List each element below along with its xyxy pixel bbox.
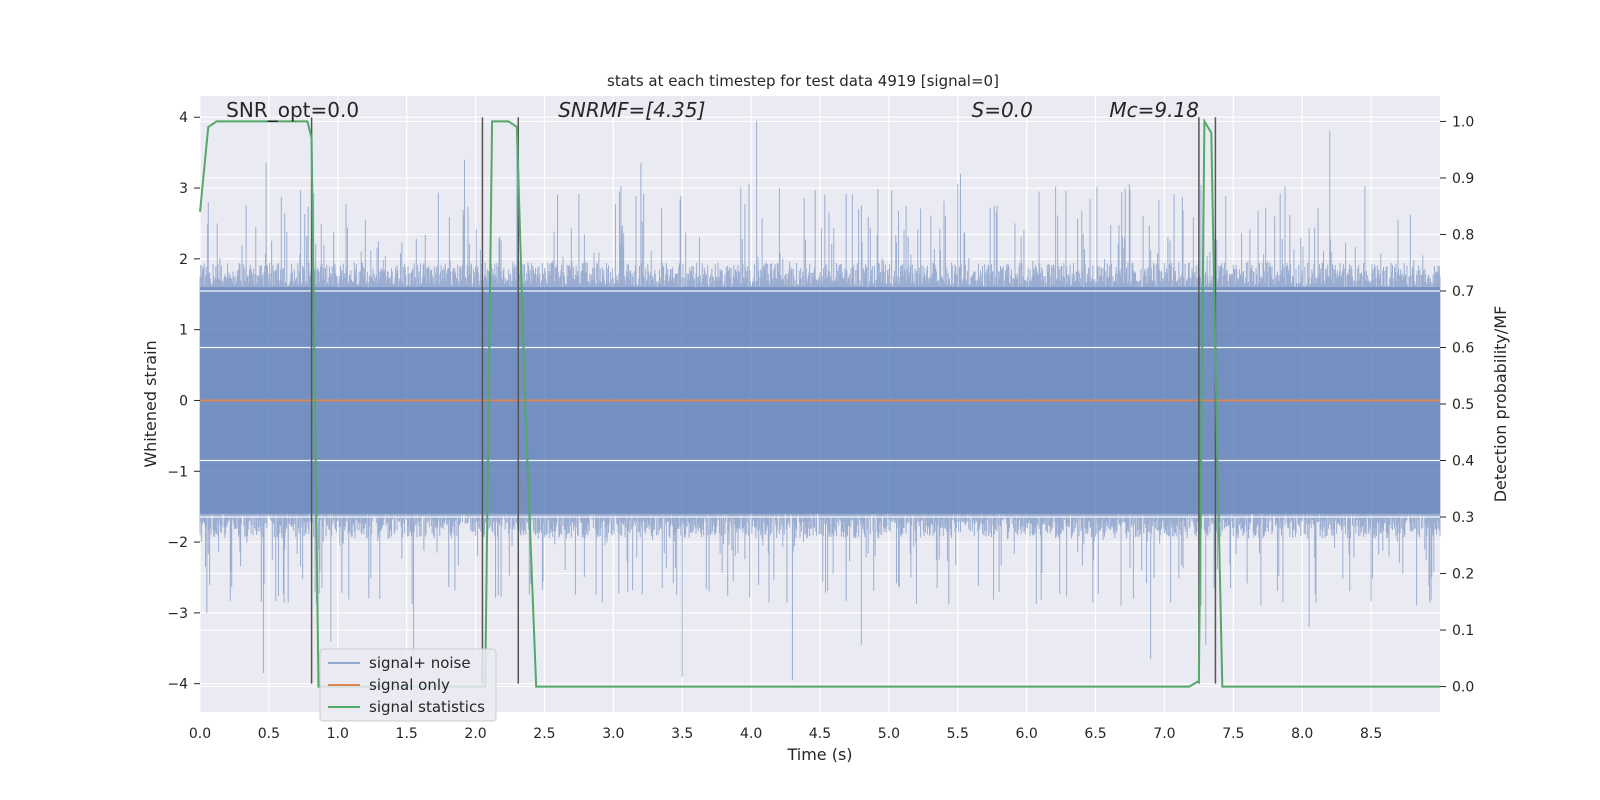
y2-tick-label: 0.5	[1452, 397, 1474, 413]
x-tick-label: 5.0	[878, 726, 900, 742]
y-tick-label: 0	[179, 393, 188, 409]
annotation-s-value: S=0.0	[972, 98, 1033, 122]
y2-tick-label: 0.6	[1452, 340, 1474, 356]
annotation-mc-value: Mc=9.18	[1109, 98, 1199, 122]
x-tick-label: 7.0	[1153, 726, 1175, 742]
y2-axis-label: Detection probability/MF	[1491, 306, 1510, 503]
legend-box	[319, 648, 497, 722]
y-tick-label: 4	[179, 110, 188, 126]
y2-tick-labels: 0.0 0.1 0.2 0.3 0.4 0.5 0.6 0.7 0.8 0.9 1.0	[1440, 114, 1474, 696]
y2-tick-label: 0.2	[1452, 567, 1474, 583]
y-tick-label: −4	[167, 677, 188, 693]
x-tick-label: 4.5	[809, 726, 831, 742]
x-tick-label: 2.5	[533, 726, 555, 742]
y-tick-label: 1	[179, 323, 188, 339]
x-tick-label: 8.5	[1360, 726, 1382, 742]
y-tick-label: 2	[179, 252, 188, 268]
legend-label-signal-noise: signal+ noise	[369, 654, 471, 672]
x-tick-label: 2.0	[464, 726, 486, 742]
legend-label-signal-only: signal only	[369, 676, 450, 694]
x-tick-label: 6.5	[1084, 726, 1106, 742]
y-tick-label: −2	[167, 535, 188, 551]
signal-statistics-line	[199, 117, 1440, 688]
y2-tick-label: 0.4	[1452, 454, 1474, 470]
y2-tick-label: 0.1	[1452, 623, 1474, 639]
x-tick-label: 8.0	[1291, 726, 1313, 742]
x-tick-label: 0.5	[258, 726, 280, 742]
x-tick-label: 3.0	[602, 726, 624, 742]
x-tick-label: 3.5	[671, 726, 693, 742]
y-tick-label: −1	[167, 464, 188, 480]
legend: signal+ noise signal only signal statist…	[319, 648, 497, 722]
x-tick-label: 1.5	[396, 726, 418, 742]
y2-tick-label: 1.0	[1452, 114, 1474, 130]
x-tick-label: 1.0	[327, 726, 349, 742]
y2-tick-label: 0.0	[1452, 680, 1474, 696]
x-tick-labels: 0.0 0.5 1.0 1.5 2.0 2.5 3.0 3.5 4.0 4.5 5.0 5.5 6.0 6…	[189, 726, 1382, 742]
x-tick-label: 6.0	[1016, 726, 1038, 742]
signal-statistics-series	[199, 117, 1440, 688]
y-tick-label: −3	[167, 606, 188, 622]
x-axis-label: Time (s)	[786, 745, 852, 764]
annotation-snr-mf: SNRMF=[4.35]	[558, 98, 705, 122]
chart-title: stats at each timestep for test data 491…	[607, 72, 999, 90]
x-tick-label: 7.5	[1222, 726, 1244, 742]
y-axis-label: Whitened strain	[141, 340, 160, 467]
y-tick-labels: −4 −3 −2 −1 0 1 2 3 4	[167, 110, 200, 693]
legend-label-signal-statistics: signal statistics	[369, 698, 485, 716]
y2-tick-label: 0.9	[1452, 171, 1474, 187]
x-tick-label: 0.0	[189, 726, 211, 742]
y2-tick-label: 0.7	[1452, 284, 1474, 300]
x-tick-label: 4.0	[740, 726, 762, 742]
y2-tick-label: 0.8	[1452, 227, 1474, 243]
y2-tick-label: 0.3	[1452, 510, 1474, 526]
x-tick-label: 5.5	[947, 726, 969, 742]
annotations: SNR_opt=0.0 SNRMF=[4.35] S=0.0 Mc=9.18	[226, 98, 1199, 122]
y-tick-label: 3	[179, 181, 188, 197]
annotation-snr-opt: SNR_opt=0.0	[226, 98, 359, 122]
